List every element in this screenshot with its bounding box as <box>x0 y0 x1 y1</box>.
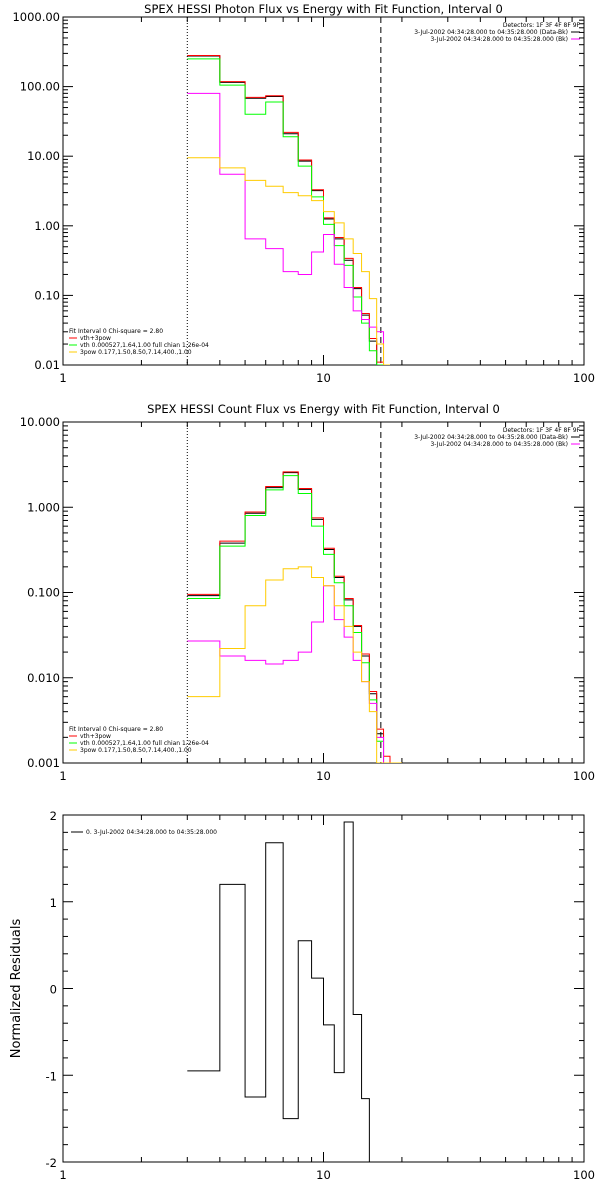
fit-legend-entry: 3pow 0.177,1.50,8.50,7.14,400.,1.00 <box>80 349 192 356</box>
fit-legend-entry: vth 0.000527,1.64,1.00 full chian 1.26e-… <box>80 740 209 747</box>
x-tick-label: 100 <box>573 371 595 385</box>
background-interval-label: 3-Jul-2002 04:34:28.000 to 04:35:28.000 … <box>430 36 568 43</box>
fit-legend-entry: vth+3pow <box>80 733 111 740</box>
data-interval-label: 3-Jul-2002 04:34:28.000 to 04:35:28.000 … <box>414 434 568 441</box>
legend-entry: 0. 3-Jul-2002 04:34:28.000 to 04:35:28.0… <box>86 829 217 836</box>
fit-header: Fit Interval 0 Chi-square = 2.80 <box>69 328 163 335</box>
series-line-4 <box>187 157 390 365</box>
x-tick-label: 100 <box>573 1168 595 1182</box>
y-tick-label: 0.010 <box>27 671 60 685</box>
y-tick-label: 1.000 <box>27 500 60 514</box>
fit-legend-entry: 3pow 0.177,1.50,8.50,7.14,400.,1.00 <box>80 747 192 754</box>
x-tick-label: 1 <box>59 769 66 783</box>
y-tick-label: 0 <box>50 983 57 997</box>
detectors-label: Detectors: 1F 3F 4F 8F 9F <box>503 22 581 29</box>
y-tick-label: 0.001 <box>27 756 60 770</box>
data-interval-label: 3-Jul-2002 04:34:28.000 to 04:35:28.000 … <box>414 29 568 36</box>
y-tick-label: 0.01 <box>34 358 60 372</box>
fit-legend-entry: vth+3pow <box>80 335 111 342</box>
y-tick-label: 100.00 <box>20 80 60 94</box>
detectors-label: Detectors: 1F 3F 4F 8F 9F <box>503 427 581 434</box>
y-tick-label: 1.00 <box>34 219 60 233</box>
y-axis-label: Normalized Residuals <box>9 919 24 1059</box>
background-interval-label: 3-Jul-2002 04:34:28.000 to 04:35:28.000 … <box>430 441 568 448</box>
chart-title: SPEX HESSI Count Flux vs Energy with Fit… <box>147 402 500 416</box>
y-tick-label: 0.10 <box>34 288 60 302</box>
x-tick-label: 1 <box>59 371 66 385</box>
y-tick-label: 10.000 <box>20 415 60 429</box>
x-tick-label: 1 <box>59 1168 66 1182</box>
y-tick-label: 1 <box>50 896 57 910</box>
series-line-1 <box>187 471 402 763</box>
y-tick-label: -2 <box>46 1156 57 1170</box>
y-tick-label: -1 <box>46 1069 57 1083</box>
y-tick-label: 0.100 <box>27 586 60 600</box>
series-line-0 <box>187 821 370 1162</box>
series-line-2 <box>187 58 390 365</box>
y-tick-label: 2 <box>50 809 57 823</box>
y-tick-label: 1000.00 <box>12 10 60 24</box>
y-tick-label: 10.00 <box>27 149 60 163</box>
x-tick-label: 10 <box>316 769 331 783</box>
series-line-1 <box>187 54 390 365</box>
series-line-4 <box>187 566 402 763</box>
x-tick-label: 10 <box>316 1168 331 1182</box>
series-line-0 <box>187 472 402 763</box>
fit-legend-entry: vth 0.000527,1.64,1.00 full chian 1.26e-… <box>80 342 209 349</box>
series-line-3 <box>187 92 390 365</box>
fit-header: Fit Interval 0 Chi-square = 2.80 <box>69 726 163 733</box>
series-line-0 <box>187 55 390 365</box>
x-tick-label: 100 <box>573 769 595 783</box>
series-line-3 <box>187 585 402 763</box>
series-line-2 <box>187 475 402 763</box>
x-tick-label: 10 <box>316 371 331 385</box>
chart-title: SPEX HESSI Photon Flux vs Energy with Fi… <box>144 2 503 16</box>
